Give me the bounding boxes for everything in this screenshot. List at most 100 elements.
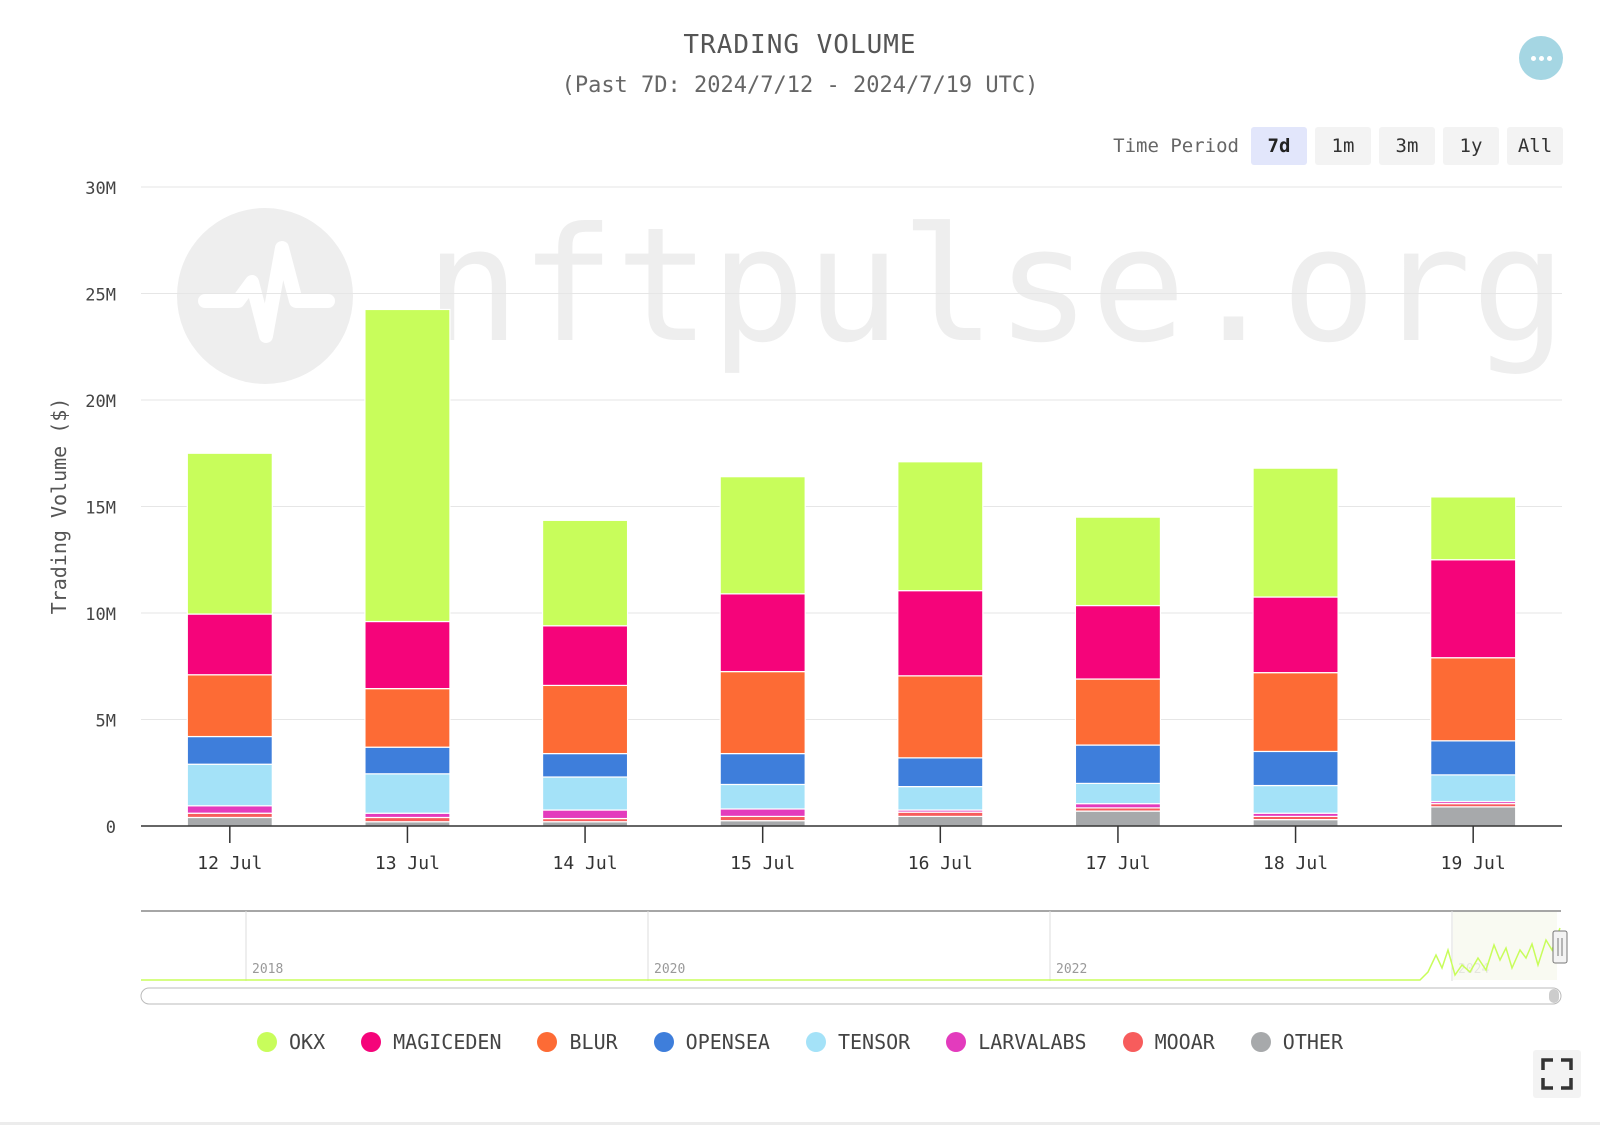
bar-segment-tensor[interactable]: [541, 776, 629, 811]
bar-segment-opensea[interactable]: [1430, 740, 1517, 776]
legend-item-blur[interactable]: BLUR: [537, 1030, 618, 1054]
bar-segment-blur[interactable]: [1074, 678, 1162, 746]
legend-marker-icon: [256, 1032, 277, 1052]
legend-item-okx[interactable]: OKX: [256, 1030, 325, 1054]
bar-segment-opensea[interactable]: [719, 752, 806, 786]
bar-segment-larvalabs[interactable]: [719, 808, 806, 818]
bar-segment-opensea[interactable]: [186, 735, 273, 765]
period-button-1m[interactable]: 1m: [1315, 127, 1371, 165]
bar-segment-mooar[interactable]: [364, 816, 451, 823]
bar-segment-okx[interactable]: [1430, 496, 1517, 561]
bar-segment-opensea[interactable]: [1074, 744, 1162, 784]
legend-item-mooar[interactable]: MOOAR: [1122, 1030, 1215, 1054]
bar-segment-tensor[interactable]: [719, 783, 806, 810]
bar-stack: [719, 476, 806, 827]
period-button-all[interactable]: All: [1507, 127, 1563, 165]
legend-item-other[interactable]: OTHER: [1250, 1030, 1343, 1054]
bar-segment-tensor[interactable]: [1074, 782, 1162, 805]
bar-segment-opensea[interactable]: [897, 757, 984, 788]
bar-segment-larvalabs[interactable]: [364, 812, 451, 819]
bar-segment-magiceden[interactable]: [364, 620, 451, 690]
bar-segment-magiceden[interactable]: [719, 593, 806, 673]
range-navigator[interactable]: 2018 2020 2022 2024: [140, 910, 1568, 1005]
bar-segment-other[interactable]: [719, 820, 806, 827]
bar-segment-other[interactable]: [186, 816, 273, 827]
legend-item-tensor[interactable]: TENSOR: [805, 1030, 910, 1054]
bar-segment-blur[interactable]: [1252, 672, 1339, 753]
y-tick-label: 10M: [85, 605, 116, 625]
navigator-scroll-thumb[interactable]: [1549, 989, 1559, 1003]
bar-segment-okx[interactable]: [186, 452, 273, 615]
bar-segment-blur[interactable]: [186, 674, 273, 738]
pulse-logo-icon: [177, 208, 353, 384]
navigator-selected-range: [1453, 912, 1557, 980]
x-tick-label: 19 Jul: [1441, 853, 1506, 874]
bar-segment-magiceden[interactable]: [1430, 559, 1517, 659]
x-tick-label: 16 Jul: [908, 853, 973, 874]
bar-segment-other[interactable]: [1252, 819, 1339, 827]
legend-item-opensea[interactable]: OPENSEA: [653, 1030, 770, 1054]
bar-stack: [364, 308, 451, 827]
y-axis-label: Trading Volume ($): [47, 398, 71, 615]
bar-segment-opensea[interactable]: [541, 752, 629, 778]
x-tick-label: 14 Jul: [553, 853, 618, 874]
bar-segment-okx[interactable]: [719, 476, 806, 595]
more-dots-icon: [1530, 55, 1536, 61]
bar-segment-opensea[interactable]: [1252, 750, 1339, 787]
bar-segment-magiceden[interactable]: [1074, 604, 1162, 680]
bar-segment-blur[interactable]: [719, 670, 806, 755]
bar-segment-okx[interactable]: [541, 519, 629, 627]
bar-segment-other[interactable]: [897, 815, 984, 827]
x-tick-label: 18 Jul: [1263, 853, 1328, 874]
period-button-3m[interactable]: 3m: [1379, 127, 1435, 165]
bar-segment-larvalabs[interactable]: [186, 805, 273, 814]
bar-segment-okx[interactable]: [364, 308, 451, 623]
legend-item-larvalabs[interactable]: LARVALABS: [946, 1030, 1087, 1054]
bar-segment-magiceden[interactable]: [897, 590, 984, 677]
navigator-scrollbar[interactable]: [140, 987, 1562, 1005]
bar-segment-okx[interactable]: [897, 461, 984, 592]
bar-segment-tensor[interactable]: [897, 785, 984, 811]
legend-marker-icon: [805, 1032, 826, 1052]
bar-segment-tensor[interactable]: [1252, 784, 1339, 814]
bar-stack: [1252, 467, 1339, 827]
navigator-series-line: [141, 927, 1561, 981]
bar-segment-magiceden[interactable]: [186, 613, 273, 676]
bar-segment-magiceden[interactable]: [541, 625, 629, 687]
legend-item-magiceden[interactable]: MAGICEDEN: [361, 1030, 501, 1054]
chart-legend: OKX MAGICEDEN BLUR OPENSEA TENSOR LARVAL…: [0, 1030, 1600, 1054]
bar-segment-other[interactable]: [1430, 806, 1517, 827]
bar-segment-opensea[interactable]: [364, 746, 451, 775]
bar-segment-tensor[interactable]: [186, 763, 273, 807]
legend-marker-icon: [946, 1032, 967, 1052]
fullscreen-button[interactable]: [1533, 1050, 1581, 1098]
bar-stack: [1430, 496, 1517, 827]
bar-segment-larvalabs[interactable]: [541, 809, 629, 820]
legend-marker-icon: [653, 1032, 674, 1052]
bar-stack: [1074, 516, 1162, 827]
bar-segment-other[interactable]: [1074, 810, 1162, 827]
chart-menu-button[interactable]: [1519, 36, 1563, 80]
bar-segment-okx[interactable]: [1074, 516, 1162, 607]
bar-segment-magiceden[interactable]: [1252, 596, 1339, 674]
bar-segment-larvalabs[interactable]: [1074, 803, 1162, 809]
bar-segment-tensor[interactable]: [1430, 774, 1517, 803]
watermark-text: nftpulse.org: [425, 194, 1567, 378]
bar-segment-mooar[interactable]: [897, 811, 984, 818]
bar-stacks: [186, 308, 1517, 827]
period-button-7d[interactable]: 7d: [1251, 127, 1307, 165]
bar-segment-tensor[interactable]: [364, 773, 451, 814]
bar-segment-blur[interactable]: [364, 688, 451, 748]
bar-segment-mooar[interactable]: [186, 812, 273, 819]
bar-segment-blur[interactable]: [541, 684, 629, 755]
navigator-handle[interactable]: [1552, 930, 1568, 964]
period-button-1y[interactable]: 1y: [1443, 127, 1499, 165]
bar-segment-blur[interactable]: [1430, 657, 1517, 742]
x-tick-label: 13 Jul: [375, 853, 440, 874]
bar-segment-okx[interactable]: [1252, 467, 1339, 598]
bar-segment-blur[interactable]: [897, 675, 984, 759]
bar-segment-mooar[interactable]: [719, 815, 806, 822]
bar-stack: [897, 461, 984, 827]
time-period-selector: Time Period 7d 1m 3m 1y All: [1113, 127, 1563, 165]
